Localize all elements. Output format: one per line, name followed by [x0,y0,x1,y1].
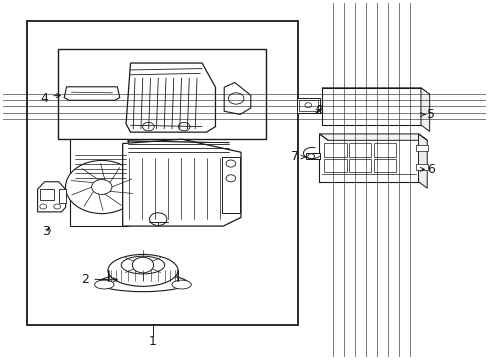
Circle shape [142,122,154,131]
Polygon shape [319,134,427,140]
Polygon shape [321,88,429,94]
Bar [348,143,371,157]
Circle shape [307,154,314,159]
Ellipse shape [98,274,187,292]
Circle shape [178,122,190,131]
Circle shape [149,213,166,225]
Text: 6: 6 [426,163,434,176]
Circle shape [305,103,311,108]
Circle shape [225,160,235,167]
Polygon shape [38,182,65,212]
Ellipse shape [121,256,164,274]
Polygon shape [64,87,120,100]
Bar [415,145,427,151]
Bar [324,143,346,157]
Bar [348,158,371,172]
Circle shape [65,161,138,213]
Bar [324,158,346,172]
Polygon shape [122,139,241,226]
Bar [299,100,317,111]
Circle shape [225,175,235,182]
Ellipse shape [95,280,114,289]
Text: 2: 2 [81,273,89,286]
Text: 8: 8 [315,104,323,117]
Text: 1: 1 [148,335,156,348]
Circle shape [91,180,112,194]
Polygon shape [420,88,429,131]
Polygon shape [224,82,250,114]
Circle shape [228,93,244,104]
Bar [415,164,427,170]
Ellipse shape [108,255,178,286]
Polygon shape [126,63,215,132]
Bar [373,158,395,172]
Text: 3: 3 [42,225,50,238]
Text: 4: 4 [40,92,48,105]
Circle shape [40,204,46,209]
Bar [41,189,54,200]
Text: 7: 7 [291,150,299,163]
Bar [306,153,319,159]
Polygon shape [418,134,427,188]
Circle shape [54,204,61,209]
Bar [373,143,395,157]
Bar [27,21,297,325]
Bar [59,189,66,203]
Bar [221,157,240,213]
Circle shape [132,257,153,273]
Bar [321,88,420,125]
Text: 5: 5 [426,108,434,121]
Bar [296,98,319,113]
Bar [58,49,265,139]
Ellipse shape [172,280,191,289]
Bar [319,134,418,182]
Bar [70,139,128,226]
